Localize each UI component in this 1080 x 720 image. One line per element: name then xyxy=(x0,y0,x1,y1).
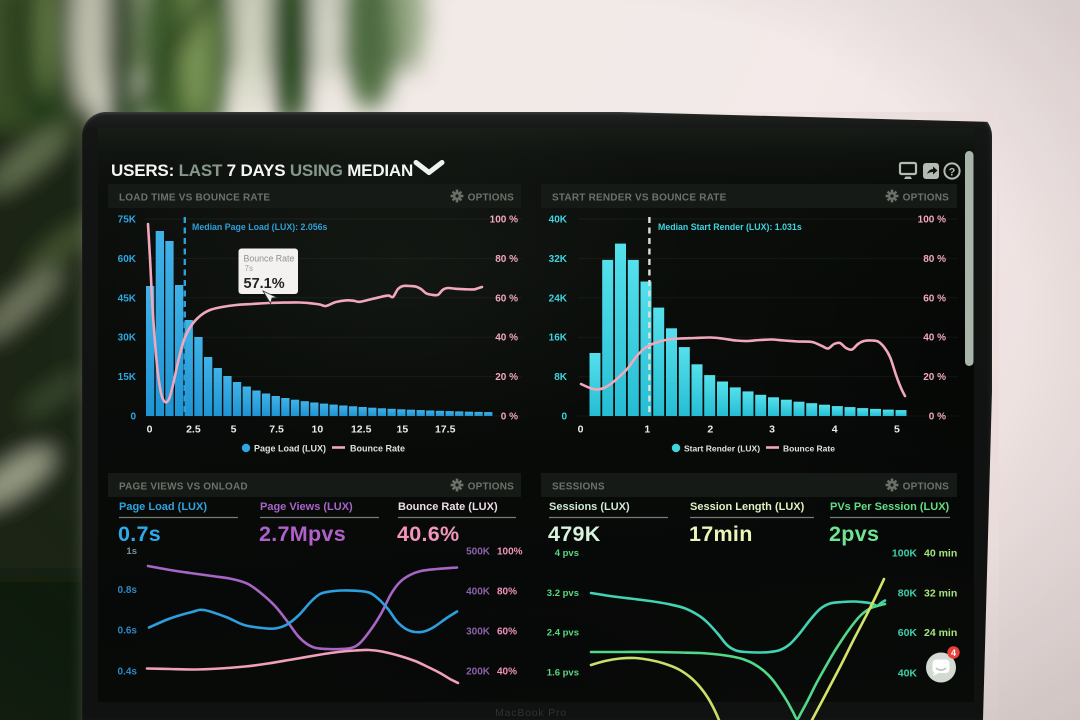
svg-text:40 %: 40 % xyxy=(495,333,518,344)
svg-text:Page Load (LUX): Page Load (LUX) xyxy=(254,444,326,454)
svg-text:MacBook Pro: MacBook Pro xyxy=(495,707,567,719)
svg-text:24 min: 24 min xyxy=(924,627,957,639)
svg-text:40 min: 40 min xyxy=(924,548,957,560)
svg-text:0.8s: 0.8s xyxy=(118,585,138,596)
svg-text:100K: 100K xyxy=(892,548,918,560)
svg-text:OPTIONS: OPTIONS xyxy=(903,482,950,493)
svg-text:300K: 300K xyxy=(466,627,491,638)
svg-text:2.5: 2.5 xyxy=(186,424,201,436)
svg-text:Bounce Rate: Bounce Rate xyxy=(244,254,295,264)
svg-text:0: 0 xyxy=(561,412,567,423)
svg-text:?: ? xyxy=(949,167,956,179)
svg-text:17min: 17min xyxy=(689,522,753,546)
svg-text:0 %: 0 % xyxy=(501,412,518,423)
svg-text:400K: 400K xyxy=(466,587,491,598)
svg-text:500K: 500K xyxy=(466,547,491,558)
svg-text:7s: 7s xyxy=(245,264,253,273)
svg-text:Session Length (LUX): Session Length (LUX) xyxy=(690,501,805,513)
svg-text:3.2 pvs: 3.2 pvs xyxy=(547,588,579,599)
svg-text:45K: 45K xyxy=(118,293,137,304)
svg-text:3: 3 xyxy=(769,424,775,436)
svg-text:60%: 60% xyxy=(497,627,517,638)
svg-text:OPTIONS: OPTIONS xyxy=(468,482,515,493)
svg-text:Page Load (LUX): Page Load (LUX) xyxy=(119,501,207,513)
svg-text:32 min: 32 min xyxy=(924,588,957,600)
svg-text:1: 1 xyxy=(644,424,650,436)
svg-text:60 %: 60 % xyxy=(495,293,518,304)
svg-text:40 %: 40 % xyxy=(923,333,946,344)
svg-text:SESSIONS: SESSIONS xyxy=(552,482,605,493)
svg-text:2: 2 xyxy=(707,424,713,436)
svg-text:Bounce Rate (LUX): Bounce Rate (LUX) xyxy=(398,501,498,513)
svg-text:5: 5 xyxy=(894,424,900,436)
svg-text:16K: 16K xyxy=(549,333,568,344)
svg-text:80 %: 80 % xyxy=(495,254,518,265)
svg-text:24K: 24K xyxy=(549,293,568,304)
svg-text:15: 15 xyxy=(397,424,409,436)
svg-text:100%: 100% xyxy=(497,547,523,558)
svg-text:40K: 40K xyxy=(898,668,918,680)
svg-text:10: 10 xyxy=(312,424,324,436)
svg-text:80%: 80% xyxy=(497,587,517,598)
svg-text:30K: 30K xyxy=(118,333,137,344)
svg-text:4 pvs: 4 pvs xyxy=(555,548,579,559)
svg-text:12.5: 12.5 xyxy=(351,424,372,436)
svg-text:0.4s: 0.4s xyxy=(118,667,138,678)
svg-text:1.6 pvs: 1.6 pvs xyxy=(547,668,579,679)
svg-text:USERS: LAST 7 DAYS USING MEDIA: USERS: LAST 7 DAYS USING MEDIAN xyxy=(111,161,413,180)
svg-text:0: 0 xyxy=(130,412,136,423)
svg-text:5: 5 xyxy=(231,424,237,436)
svg-text:17.5: 17.5 xyxy=(435,424,456,436)
svg-text:Bounce Rate: Bounce Rate xyxy=(350,444,405,454)
svg-text:8K: 8K xyxy=(554,372,568,383)
svg-text:Median Page Load (LUX): 2.056s: Median Page Load (LUX): 2.056s xyxy=(192,222,328,232)
svg-text:0: 0 xyxy=(147,424,153,436)
svg-text:2.4 pvs: 2.4 pvs xyxy=(547,628,579,639)
svg-text:1s: 1s xyxy=(126,546,137,557)
svg-text:2pvs: 2pvs xyxy=(829,522,879,546)
svg-text:0: 0 xyxy=(578,424,584,436)
svg-text:START RENDER VS BOUNCE RATE: START RENDER VS BOUNCE RATE xyxy=(552,193,727,204)
svg-text:57.1%: 57.1% xyxy=(244,276,285,292)
svg-text:60 %: 60 % xyxy=(923,293,946,304)
svg-text:0.6s: 0.6s xyxy=(118,626,138,637)
svg-text:40K: 40K xyxy=(549,215,568,226)
svg-text:80 %: 80 % xyxy=(923,254,946,265)
svg-text:Median Start Render (LUX): 1.0: Median Start Render (LUX): 1.031s xyxy=(658,222,802,232)
svg-text:Sessions (LUX): Sessions (LUX) xyxy=(549,501,630,513)
svg-text:4: 4 xyxy=(832,424,838,436)
svg-text:100 %: 100 % xyxy=(918,215,946,226)
svg-text:7.5: 7.5 xyxy=(269,424,284,436)
svg-text:0 %: 0 % xyxy=(929,412,946,423)
svg-text:80K: 80K xyxy=(898,588,918,600)
svg-text:479K: 479K xyxy=(548,522,601,546)
svg-text:40%: 40% xyxy=(497,667,517,678)
svg-text:Bounce Rate: Bounce Rate xyxy=(783,444,835,454)
svg-text:Page Views (LUX): Page Views (LUX) xyxy=(260,501,353,513)
svg-text:4: 4 xyxy=(951,648,956,658)
svg-text:LOAD TIME VS BOUNCE RATE: LOAD TIME VS BOUNCE RATE xyxy=(119,193,270,204)
svg-text:200K: 200K xyxy=(466,667,491,678)
svg-text:20 %: 20 % xyxy=(495,372,518,383)
svg-text:100 %: 100 % xyxy=(490,215,518,226)
svg-text:Start Render (LUX): Start Render (LUX) xyxy=(684,444,760,454)
svg-text:20 %: 20 % xyxy=(923,372,946,383)
svg-text:OPTIONS: OPTIONS xyxy=(468,193,515,204)
svg-text:2.7Mpvs: 2.7Mpvs xyxy=(259,522,346,546)
svg-text:60K: 60K xyxy=(118,254,137,265)
svg-text:OPTIONS: OPTIONS xyxy=(903,193,950,204)
svg-text:PVs Per Session (LUX): PVs Per Session (LUX) xyxy=(830,501,950,513)
svg-text:15K: 15K xyxy=(118,372,137,383)
svg-text:40.6%: 40.6% xyxy=(397,522,459,546)
svg-text:32K: 32K xyxy=(549,254,568,265)
svg-text:PAGE VIEWS VS ONLOAD: PAGE VIEWS VS ONLOAD xyxy=(119,482,248,493)
svg-text:75K: 75K xyxy=(118,215,137,226)
svg-text:60K: 60K xyxy=(898,627,918,639)
svg-text:0.7s: 0.7s xyxy=(118,522,161,546)
